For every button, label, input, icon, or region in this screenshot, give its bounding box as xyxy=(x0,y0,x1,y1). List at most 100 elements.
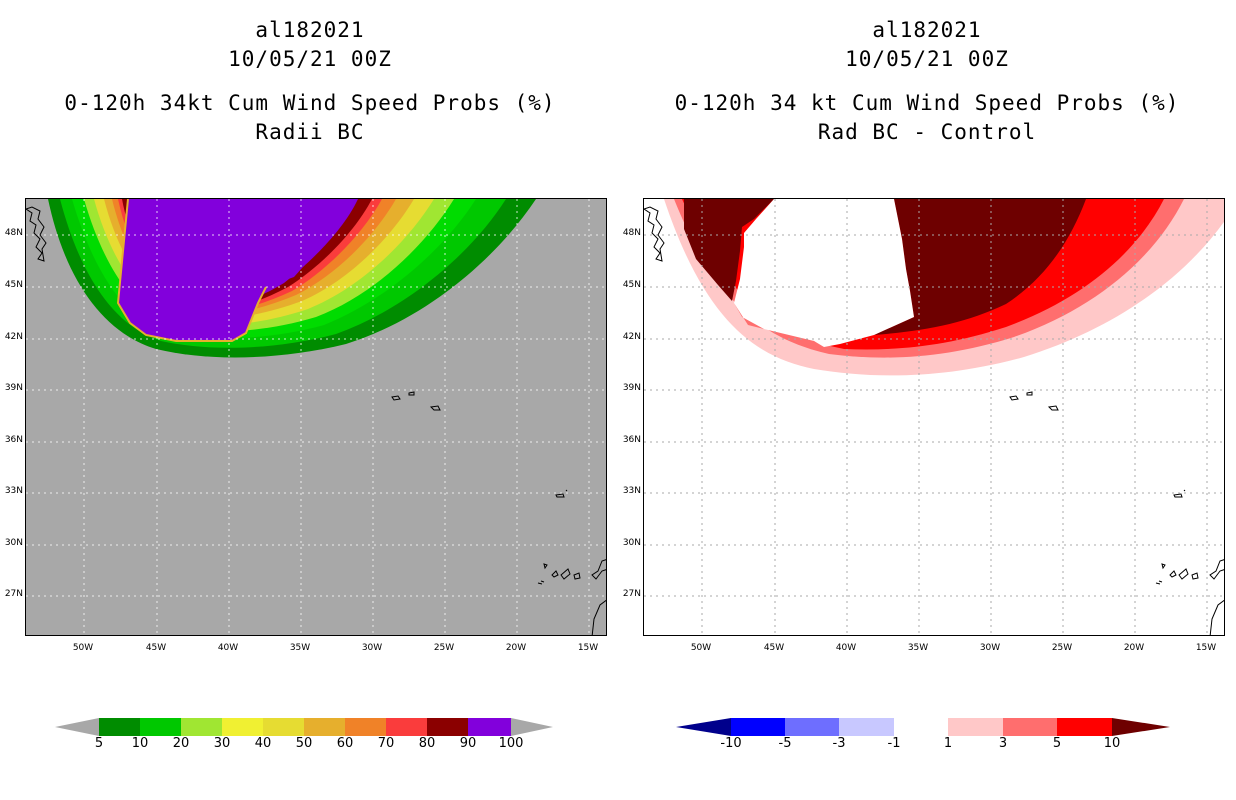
azores-island-1 xyxy=(1009,395,1019,401)
left-colorbar-label: 90 xyxy=(459,736,477,751)
canary-island-5 xyxy=(1155,580,1163,585)
azores-island-3 xyxy=(1047,405,1059,411)
right-lat-label: 36N xyxy=(622,435,641,445)
left-map-canvas xyxy=(26,199,606,635)
left-lat-label: 30N xyxy=(4,538,23,548)
colorbar-box-90 xyxy=(468,718,511,736)
colorbar-box-neg5-to-neg3 xyxy=(785,718,839,736)
canary-island-2 xyxy=(1169,570,1177,578)
colorbar-box-10 xyxy=(140,718,181,736)
left-colorbar-label: 70 xyxy=(377,736,395,751)
madeira-island xyxy=(1173,489,1186,498)
left-datetime: 10/05/21 00Z xyxy=(228,47,392,71)
right-colorbar-label: 10 xyxy=(1103,736,1121,751)
right-lon-label: 40W xyxy=(835,643,857,653)
left-lat-label: 36N xyxy=(4,435,23,445)
colorbar-box-neg1-to-1 xyxy=(894,718,948,736)
right-storm-id: al182021 xyxy=(872,18,982,42)
colorbar-box-20 xyxy=(181,718,222,736)
azores-island-1 xyxy=(391,395,401,401)
right-lat-label: 27N xyxy=(622,589,641,599)
colorbar-box-50 xyxy=(304,718,345,736)
colorbar-left-arrow xyxy=(676,718,731,736)
colorbar-left-arrow xyxy=(55,718,99,736)
right-lon-label: 50W xyxy=(690,643,712,653)
canary-island-5 xyxy=(537,580,545,585)
right-colorbar-label: 3 xyxy=(998,736,1008,751)
left-lon-label: 25W xyxy=(433,643,455,653)
left-lat-label: 42N xyxy=(4,332,23,342)
left-lon-label: 45W xyxy=(145,643,167,653)
prob-band-100-edge xyxy=(116,199,267,342)
left-gridlines xyxy=(26,199,606,635)
colorbar-box-70 xyxy=(386,718,427,736)
colorbar-box-neg3-to-neg1 xyxy=(839,718,894,736)
colorbar-box-60 xyxy=(345,718,386,736)
canary-island-4 xyxy=(1191,572,1199,580)
right-coastlines xyxy=(644,206,1224,635)
left-colorbar-label: 40 xyxy=(254,736,272,751)
africa-coast xyxy=(591,559,606,580)
left-lon-label: 30W xyxy=(361,643,383,653)
right-lat-label: 42N xyxy=(622,332,641,342)
right-lat-label: 48N xyxy=(622,228,641,238)
colorbar-right-arrow xyxy=(1112,718,1170,736)
right-product-title: 0-120h 34 kt Cum Wind Speed Probs (%) xyxy=(674,91,1180,115)
right-map xyxy=(643,198,1225,636)
azores-island-2 xyxy=(408,391,415,396)
right-lon-label: 30W xyxy=(979,643,1001,653)
newfoundland-coast xyxy=(26,206,47,262)
newfoundland-coast xyxy=(644,206,665,262)
colorbar-box-40 xyxy=(263,718,304,736)
left-map xyxy=(25,198,607,636)
colorbar-box-5 xyxy=(99,718,140,736)
africa-coast xyxy=(1209,559,1224,580)
left-colorbar-label: 80 xyxy=(418,736,436,751)
left-product-title: 0-120h 34kt Cum Wind Speed Probs (%) xyxy=(64,91,556,115)
left-colorbar-label: 20 xyxy=(172,736,190,751)
diff-band-gt-10 xyxy=(684,199,1086,335)
right-gridlines xyxy=(644,199,1224,635)
canary-island-4 xyxy=(573,572,581,580)
canary-island-1 xyxy=(1161,563,1166,570)
left-colorbar-label: 30 xyxy=(213,736,231,751)
left-lat-label: 33N xyxy=(4,486,23,496)
africa-coast-south xyxy=(1209,599,1224,635)
left-lon-label: 35W xyxy=(289,643,311,653)
left-colorbar-label: 5 xyxy=(94,736,104,751)
left-colorbar-label: 50 xyxy=(295,736,313,751)
right-colorbar-label: -5 xyxy=(778,736,792,751)
colorbar-box-neg10-to-neg5 xyxy=(731,718,785,736)
right-datetime: 10/05/21 00Z xyxy=(845,47,1009,71)
right-lon-label: 25W xyxy=(1051,643,1073,653)
right-subtitle: Rad BC - Control xyxy=(817,120,1037,144)
right-lon-label: 20W xyxy=(1123,643,1145,653)
right-colorbar-label: -3 xyxy=(832,736,846,751)
colorbar-box-80 xyxy=(427,718,468,736)
left-lon-label: 50W xyxy=(72,643,94,653)
africa-coast-south xyxy=(591,599,606,635)
colorbar-box-5-to-10 xyxy=(1057,718,1112,736)
colorbar-box-30 xyxy=(222,718,263,736)
left-colorbar xyxy=(55,718,553,736)
left-colorbar-label: 100 xyxy=(498,736,524,751)
left-lon-label: 15W xyxy=(577,643,599,653)
right-lon-label: 35W xyxy=(907,643,929,653)
madeira-island xyxy=(555,489,568,498)
canary-island-3 xyxy=(560,568,571,580)
left-lat-label: 27N xyxy=(4,589,23,599)
right-colorbar-label: -10 xyxy=(720,736,742,751)
left-lat-label: 39N xyxy=(4,383,23,393)
right-lon-label: 45W xyxy=(763,643,785,653)
left-lon-label: 40W xyxy=(217,643,239,653)
canary-island-1 xyxy=(543,563,548,570)
left-colorbar-label: 10 xyxy=(131,736,149,751)
left-lat-label: 45N xyxy=(4,280,23,290)
colorbar-box-3-to-5 xyxy=(1003,718,1057,736)
diff-band-near-zero xyxy=(734,199,914,347)
left-lon-label: 20W xyxy=(505,643,527,653)
azores-island-3 xyxy=(429,405,441,411)
left-coastlines xyxy=(26,206,606,635)
right-lat-label: 33N xyxy=(622,486,641,496)
right-lat-label: 45N xyxy=(622,280,641,290)
